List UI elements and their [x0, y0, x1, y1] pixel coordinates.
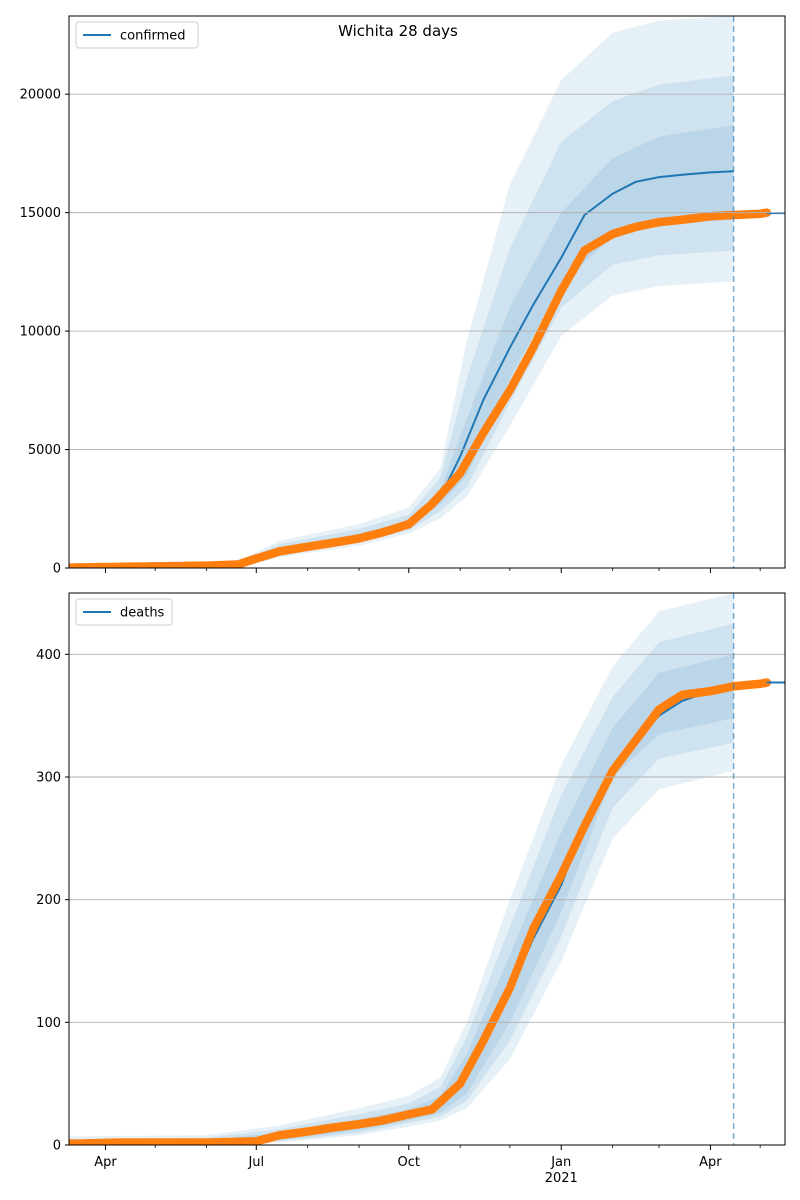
confirmed-panel: 0 5000 10000 15000 20000 confirmed	[20, 15, 786, 577]
x-axis-labels: Apr Jul Oct Jan Apr 2021	[94, 1155, 722, 1186]
y-tick-label: 0	[53, 1139, 61, 1154]
plot-area	[69, 593, 785, 1145]
legend: deaths	[75, 598, 173, 626]
x-tick-label: Apr	[699, 1155, 722, 1170]
y-tick-label: 200	[36, 893, 61, 908]
y-tick-label: 300	[36, 771, 61, 786]
y-tick-label: 20000	[20, 88, 61, 103]
x-tick-label: Oct	[398, 1155, 420, 1170]
model-line	[439, 170, 734, 498]
legend-label: confirmed	[120, 29, 186, 44]
axes-frame	[68, 15, 786, 569]
legend: confirmed	[75, 21, 199, 49]
x-tick-label: Jan	[550, 1155, 571, 1170]
legend-box	[75, 598, 173, 626]
legend-box	[75, 21, 199, 49]
x-tick-label: Apr	[94, 1155, 117, 1170]
x-tick-label: Jul	[247, 1155, 264, 1170]
axes-frame	[68, 592, 786, 1146]
y-tick-label: 100	[36, 1016, 61, 1031]
deaths-panel: 0 100 200 300 400 deaths	[36, 592, 786, 1154]
y-tick-label: 0	[53, 562, 61, 577]
figure-title: Wichita 28 days	[338, 22, 458, 40]
uncertainty-band-3	[69, 125, 734, 568]
legend-label: deaths	[120, 606, 165, 621]
plot-area	[69, 16, 785, 568]
observed-point	[762, 678, 772, 687]
y-tick-label: 10000	[20, 325, 61, 340]
y-tick-label: 15000	[20, 206, 61, 221]
y-tick-label: 5000	[28, 443, 61, 458]
uncertainty-band-1	[69, 16, 734, 568]
y-tick-label: 400	[36, 648, 61, 663]
uncertainty-band-1	[69, 593, 734, 1145]
uncertainty-band-2	[69, 75, 734, 568]
uncertainty-band-2	[69, 623, 734, 1145]
x-year-label: 2021	[545, 1171, 578, 1186]
